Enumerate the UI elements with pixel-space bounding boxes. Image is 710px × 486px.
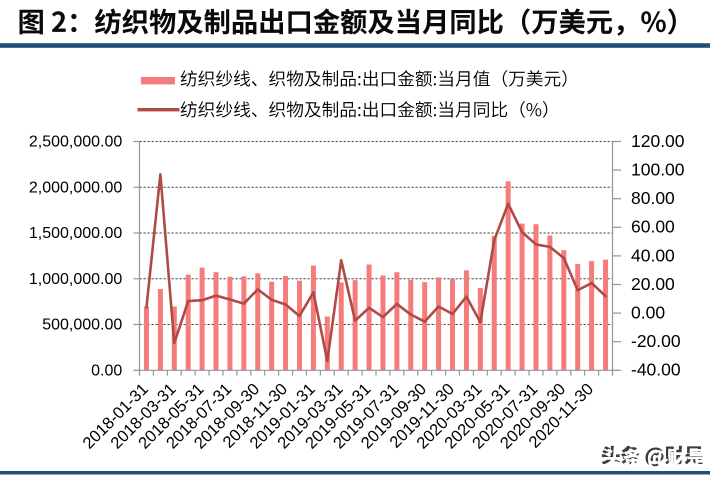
svg-text:20.00: 20.00 [631,274,675,294]
svg-text:-20.00: -20.00 [631,331,681,351]
svg-text:120.00: 120.00 [631,131,685,151]
svg-text:1,000,000.00: 1,000,000.00 [29,271,123,288]
svg-text:0.00: 0.00 [91,362,122,379]
svg-text:100.00: 100.00 [631,160,685,180]
svg-text:-40.00: -40.00 [631,360,681,380]
svg-text:0.00: 0.00 [631,303,665,323]
svg-text:1,500,000.00: 1,500,000.00 [29,225,123,242]
svg-text:2,500,000.00: 2,500,000.00 [29,134,123,151]
svg-text:2,000,000.00: 2,000,000.00 [29,179,123,196]
svg-text:40.00: 40.00 [631,245,675,265]
svg-text:500,000.00: 500,000.00 [42,317,122,334]
svg-text:60.00: 60.00 [631,217,675,237]
svg-text:80.00: 80.00 [631,188,675,208]
